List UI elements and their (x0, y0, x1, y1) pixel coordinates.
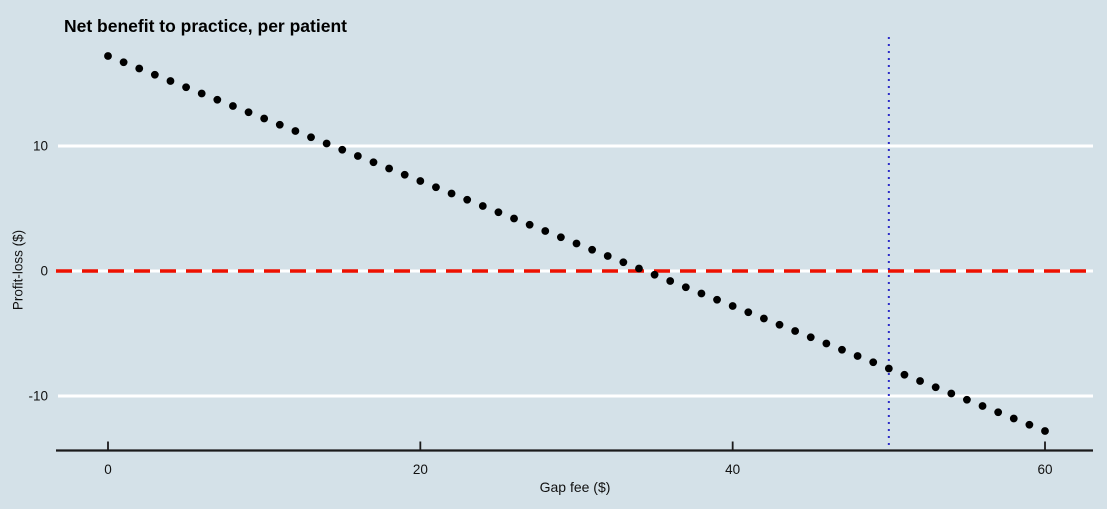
x-axis-title: Gap fee ($) (539, 479, 611, 495)
scatter-dot (400, 170, 409, 179)
scatter-dot (963, 395, 971, 404)
scatter-dot (322, 139, 331, 148)
scatter-dot (869, 358, 878, 367)
scatter-dot (884, 364, 893, 373)
y-tick-label-10: 10 (33, 139, 48, 154)
scatter-dot (931, 383, 940, 392)
scatter-dot (104, 52, 112, 60)
scatter-dot (353, 152, 362, 160)
scatter-dot (385, 164, 393, 173)
scatter-dot (244, 108, 253, 117)
scatter-dot (572, 239, 581, 248)
scatter-dot (510, 214, 518, 223)
scatter-dot (307, 133, 315, 142)
scatter-dot (806, 333, 815, 342)
scatter-dot (447, 189, 456, 198)
scatter-dot (838, 345, 846, 354)
scatter-dot (619, 258, 628, 267)
scatter-dot (150, 70, 159, 79)
scatter-dot (775, 320, 784, 329)
x-tick-label-20: 20 (413, 462, 428, 477)
scatter-dot (916, 377, 924, 385)
scatter-dot (338, 145, 347, 154)
scatter-dot (697, 289, 706, 298)
scatter-dot (197, 89, 206, 98)
scatter-dot (432, 183, 440, 192)
scatter-dot (119, 58, 128, 67)
scatter-dot (135, 64, 144, 73)
scatter-dot (744, 308, 753, 317)
chart-title: Net benefit to practice, per patient (64, 16, 347, 36)
scatter-dot (541, 227, 550, 235)
scatter-dot (791, 327, 800, 335)
scatter-dot (229, 102, 237, 110)
scatter-dot (369, 158, 378, 167)
x-tick-label-0: 0 (104, 462, 112, 477)
x-tick-label-40: 40 (725, 462, 740, 477)
scatter-dot (556, 233, 565, 242)
scatter-dot (681, 283, 690, 292)
scatter-dot (947, 389, 956, 398)
scatter-dot (1009, 414, 1018, 423)
scatter-dot (603, 252, 612, 260)
y-tick-label-0: 0 (40, 264, 48, 279)
scatter-dot (822, 339, 831, 348)
scatter-dot (635, 264, 643, 273)
scatter-dot (478, 202, 487, 210)
scatter-dot (1025, 420, 1034, 429)
scatter-dot (666, 277, 675, 285)
scatter-dot (760, 314, 768, 323)
scatter-dot (994, 408, 1003, 417)
scatter-dot (728, 302, 737, 310)
scatter-dot (650, 270, 659, 279)
scatter-dot (260, 114, 269, 123)
scatter-dot (416, 177, 425, 185)
y-tick-label--10: -10 (28, 389, 48, 404)
scatter-dot (182, 83, 190, 92)
scatter-dot (588, 245, 597, 254)
scatter-dot (463, 195, 472, 204)
scatter-dot (853, 352, 862, 360)
scatter-dot (494, 208, 503, 217)
scatter-dot (525, 220, 534, 229)
scatter-dot (291, 127, 300, 135)
scatter-dot (1041, 427, 1049, 435)
scatter-dot (166, 77, 175, 85)
scatter-dot (900, 370, 909, 379)
x-tick-label-60: 60 (1037, 462, 1052, 477)
scatter-dot (713, 295, 721, 304)
scatter-dot (978, 402, 987, 410)
scatter-dot (213, 95, 222, 104)
scatter-dot (275, 120, 284, 129)
